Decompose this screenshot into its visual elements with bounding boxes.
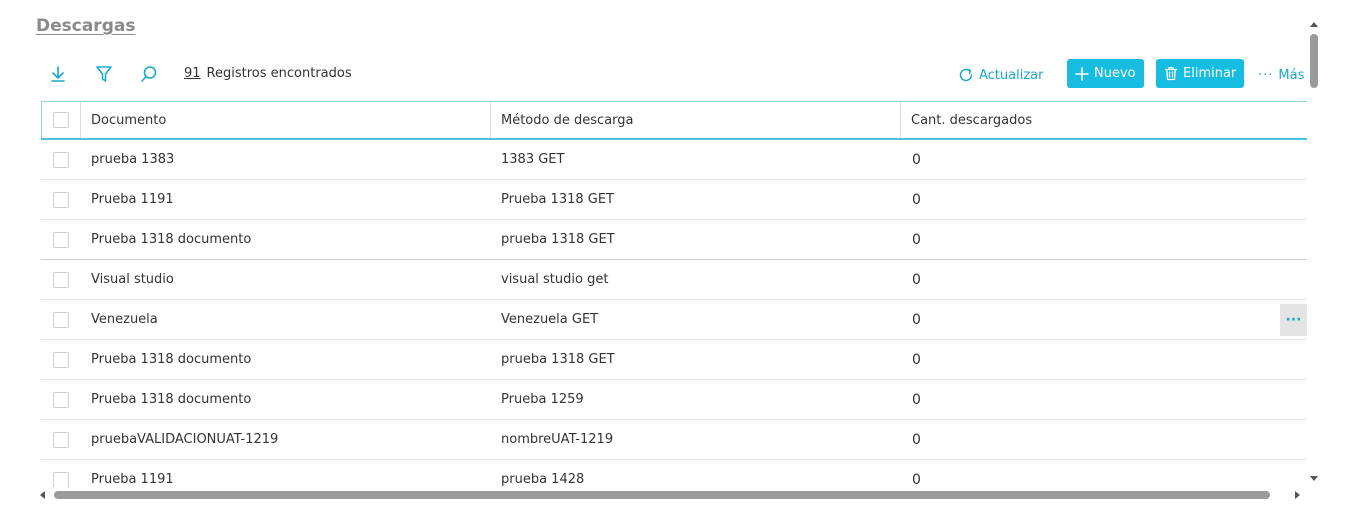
row-checkbox[interactable] — [52, 231, 69, 248]
cell-documento: Visual studio — [91, 272, 174, 287]
row-checkbox[interactable] — [52, 311, 69, 328]
page-title: Descargas — [36, 16, 136, 36]
cell-cantidad: 0 — [912, 471, 921, 488]
cell-documento: prueba 1383 — [91, 152, 175, 167]
cell-cantidad: 0 — [912, 271, 921, 288]
cell-metodo: Prueba 1259 — [501, 392, 584, 407]
table-row[interactable]: Venezuela Venezuela GET 0 ··· — [41, 300, 1307, 340]
row-checkbox[interactable] — [52, 431, 69, 448]
cell-metodo: prueba 1428 — [501, 472, 585, 487]
search-icon[interactable] — [137, 60, 161, 88]
vertical-scroll-thumb[interactable] — [1310, 34, 1318, 88]
table-row[interactable]: Prueba 1318 documento prueba 1318 GET 0 — [41, 220, 1307, 260]
download-icon[interactable] — [46, 60, 70, 88]
table-row[interactable]: Visual studio visual studio get 0 — [41, 260, 1307, 300]
more-label: Más — [1278, 67, 1305, 83]
refresh-label: Actualizar — [979, 67, 1044, 83]
cell-documento: Prueba 1191 — [91, 472, 174, 487]
row-checkbox[interactable] — [52, 151, 69, 168]
cell-metodo: prueba 1318 GET — [501, 352, 615, 367]
refresh-icon — [959, 68, 973, 82]
select-all-checkbox[interactable] — [53, 112, 69, 128]
cell-metodo: nombreUAT-1219 — [501, 432, 614, 447]
scroll-down-arrow-icon[interactable] — [1310, 476, 1318, 481]
toolbar: 91 Registros encontrados Actualizar Nuevo… — [40, 58, 1308, 90]
row-checkbox[interactable] — [52, 271, 69, 288]
table-row[interactable]: Prueba 1318 documento Prueba 1259 0 — [41, 380, 1307, 420]
records-count-label: Registros encontrados — [206, 66, 352, 81]
filter-icon[interactable] — [92, 60, 116, 88]
cell-cantidad: 0 — [912, 351, 921, 368]
cell-metodo: 1383 GET — [501, 152, 565, 167]
cell-metodo: Prueba 1318 GET — [501, 192, 614, 207]
more-dots-icon: ··· — [1258, 67, 1274, 83]
column-header-metodo[interactable]: Método de descarga — [490, 102, 900, 138]
scroll-right-arrow-icon[interactable] — [1295, 491, 1300, 499]
table-row[interactable]: Prueba 1318 documento prueba 1318 GET 0 — [41, 340, 1307, 380]
cell-metodo: Venezuela GET — [501, 312, 599, 327]
cell-cantidad: 0 — [912, 311, 921, 328]
trash-icon — [1164, 67, 1178, 81]
row-actions-menu-button[interactable]: ··· — [1280, 304, 1307, 336]
new-button[interactable]: Nuevo — [1067, 59, 1144, 88]
records-count: 91 Registros encontrados — [184, 66, 352, 81]
row-checkbox[interactable] — [52, 471, 69, 487]
horizontal-scroll-thumb[interactable] — [54, 491, 1270, 499]
cell-cantidad: 0 — [912, 391, 921, 408]
cell-documento: Prueba 1318 documento — [91, 352, 252, 367]
cell-documento: Prueba 1191 — [91, 192, 174, 207]
column-header-cantidad[interactable]: Cant. descargados — [900, 102, 1307, 138]
column-header-documento[interactable]: Documento — [80, 102, 490, 138]
table-row[interactable]: pruebaVALIDACIONUAT-1219 nombreUAT-1219 … — [41, 420, 1307, 460]
cell-cantidad: 0 — [912, 431, 921, 448]
refresh-button[interactable]: Actualizar — [958, 62, 1043, 88]
row-checkbox[interactable] — [52, 351, 69, 368]
cell-cantidad: 0 — [912, 191, 921, 208]
vertical-scrollbar[interactable] — [1308, 18, 1322, 486]
cell-metodo: prueba 1318 GET — [501, 232, 615, 247]
cell-documento: Venezuela — [91, 312, 158, 327]
scroll-up-arrow-icon[interactable] — [1310, 22, 1318, 27]
records-count-number: 91 — [184, 66, 201, 81]
row-checkbox[interactable] — [52, 191, 69, 208]
grid-header: Documento Método de descarga Cant. desca… — [41, 101, 1307, 140]
downloads-grid: Documento Método de descarga Cant. desca… — [41, 101, 1307, 487]
cell-documento: Prueba 1318 documento — [91, 392, 252, 407]
cell-metodo: visual studio get — [501, 272, 609, 287]
select-all-cell — [41, 102, 80, 138]
row-checkbox[interactable] — [52, 391, 69, 408]
cell-documento: pruebaVALIDACIONUAT-1219 — [91, 432, 279, 447]
scroll-left-arrow-icon[interactable] — [40, 491, 45, 499]
horizontal-scrollbar[interactable] — [40, 489, 1302, 501]
delete-button[interactable]: Eliminar — [1156, 59, 1245, 88]
cell-cantidad: 0 — [912, 151, 921, 168]
cell-documento: Prueba 1318 documento — [91, 232, 252, 247]
table-row[interactable]: Prueba 1191 prueba 1428 0 — [41, 460, 1307, 487]
table-row[interactable]: Prueba 1191 Prueba 1318 GET 0 — [41, 180, 1307, 220]
plus-icon — [1075, 66, 1089, 81]
table-row[interactable]: prueba 1383 1383 GET 0 — [41, 140, 1307, 180]
cell-cantidad: 0 — [912, 231, 921, 248]
delete-label: Eliminar — [1183, 66, 1237, 81]
new-label: Nuevo — [1094, 66, 1136, 81]
more-button[interactable]: ··· Más — [1258, 62, 1304, 88]
